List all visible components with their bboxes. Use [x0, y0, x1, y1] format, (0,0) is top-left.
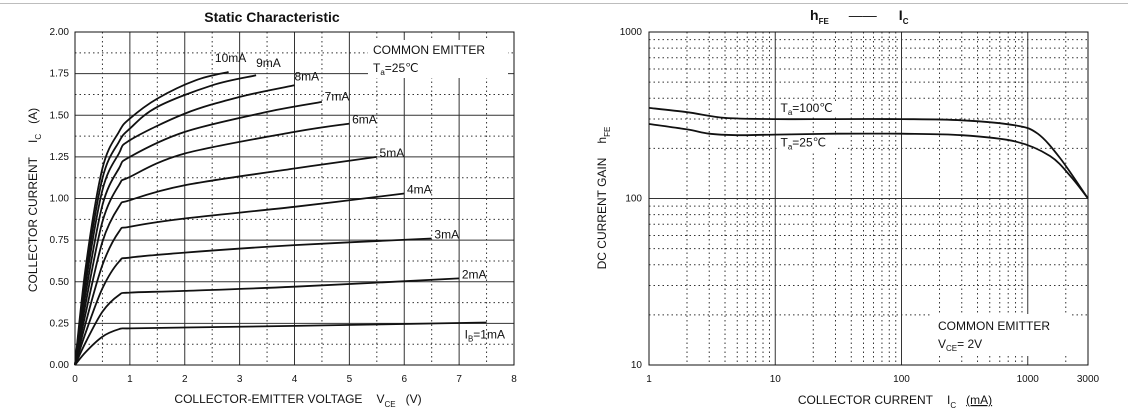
annotation-voltage: VCE= 2V — [938, 337, 982, 353]
top-divider — [0, 3, 1128, 4]
x-tick-label: 2 — [182, 374, 188, 385]
curve-label-bg — [778, 135, 837, 151]
curve-label: 10mA — [215, 51, 246, 65]
x-tick-label: 4 — [292, 374, 298, 385]
x-tick-label: 1 — [127, 374, 133, 385]
curve-ib-6ma — [74, 122, 350, 366]
curve-ib-10ma — [74, 71, 229, 366]
y-tick-labels: 0.00 0.25 0.50 0.75 1.00 1.25 1.50 1.75 2.00 — [50, 27, 70, 371]
curve-ib-7ma — [74, 101, 323, 366]
grid — [649, 32, 1088, 365]
x-tick-labels: 0 1 2 3 4 5 6 7 8 — [72, 374, 517, 385]
curve-label: Ta=100℃ — [780, 101, 832, 117]
static-characteristic-chart: Static Characteristic 0.00 0.25 0.50 0.75 1.… — [26, 9, 517, 409]
y-tick-label: 1000 — [620, 27, 643, 38]
annotation-box — [368, 40, 508, 78]
curve-label: 8mA — [295, 69, 320, 83]
plot-frame — [648, 31, 1089, 366]
x-tick-label: 0 — [72, 374, 78, 385]
curve-ib-4ma — [74, 192, 405, 366]
curve-ib-2ma — [74, 277, 460, 366]
plot-frame — [74, 31, 515, 366]
x-tick-label: 6 — [401, 374, 407, 385]
curve-labels: Ta=100℃ Ta=25℃ — [778, 101, 837, 152]
y-tick-label: 0.75 — [50, 235, 70, 246]
x-tick-label: 1 — [646, 374, 652, 385]
x-tick-label: 10 — [770, 374, 782, 385]
y-tick-label: 100 — [625, 194, 642, 205]
curve-label: 4mA — [407, 183, 432, 197]
y-tick-label: 1.25 — [50, 152, 70, 163]
y-tick-label: 0.50 — [50, 277, 70, 288]
curve-ib-8ma — [74, 84, 295, 366]
curve-label: IB=1mA — [465, 327, 505, 343]
x-axis-title: COLLECTOR-EMITTER VOLTAGE VCE (V) — [174, 392, 421, 409]
y-tick-label: 1.75 — [50, 69, 70, 80]
annotation-temperature: Ta=25℃ — [373, 61, 419, 77]
curve-label: 9mA — [256, 56, 281, 70]
x-axis-title: COLLECTOR CURRENT IC (mA) — [798, 393, 992, 410]
curve-label: 3mA — [434, 227, 459, 241]
y-tick-label: 0.25 — [50, 318, 70, 329]
chart-title: hFE —— IC — [810, 7, 909, 26]
curve-ib-5ma — [74, 156, 377, 366]
curve-label: 5mA — [380, 146, 405, 160]
curve-label: Ta=25℃ — [780, 136, 826, 152]
y-tick-label: 1.00 — [50, 194, 70, 205]
annotation-box — [932, 314, 1070, 356]
curve-ib-1ma — [74, 321, 487, 366]
curve-ib-9ma — [74, 74, 257, 366]
x-tick-label: 3 — [237, 374, 243, 385]
curve-ib-3ma — [74, 237, 432, 366]
hfe-curve-ta-25c — [648, 123, 1089, 200]
curve-label-bg — [778, 101, 837, 117]
x-tick-label: 100 — [893, 374, 910, 385]
y-axis-title: DC CURRENT GAINhFE — [595, 127, 612, 270]
y-tick-label: 0.00 — [50, 360, 70, 371]
y-axis-title: COLLECTOR CURRENTIC(A) — [26, 108, 43, 292]
grid — [75, 32, 514, 365]
y-tick-labels: 10 100 1000 — [620, 27, 643, 371]
curves — [74, 71, 487, 366]
curve-label: 7mA — [325, 89, 350, 103]
x-tick-label: 5 — [347, 374, 353, 385]
chart-title: Static Characteristic — [204, 9, 340, 25]
x-tick-label: 8 — [511, 374, 517, 385]
annotation-mode: COMMON EMITTER — [373, 43, 485, 57]
annotation-mode: COMMON EMITTER — [938, 319, 1050, 333]
x-tick-label: 7 — [456, 374, 462, 385]
y-tick-label: 10 — [631, 360, 643, 371]
y-tick-label: 1.50 — [50, 110, 70, 121]
x-tick-label: 3000 — [1077, 374, 1100, 385]
y-tick-label: 2.00 — [50, 27, 70, 38]
x-tick-label: 1000 — [1017, 374, 1040, 385]
curve-label: 2mA — [462, 267, 487, 281]
x-tick-labels: 1 10 100 1000 3000 — [646, 374, 1099, 385]
curve-label: 6mA — [352, 113, 377, 127]
hfe-curve-ta-100c — [648, 107, 1089, 200]
curves — [648, 107, 1089, 200]
